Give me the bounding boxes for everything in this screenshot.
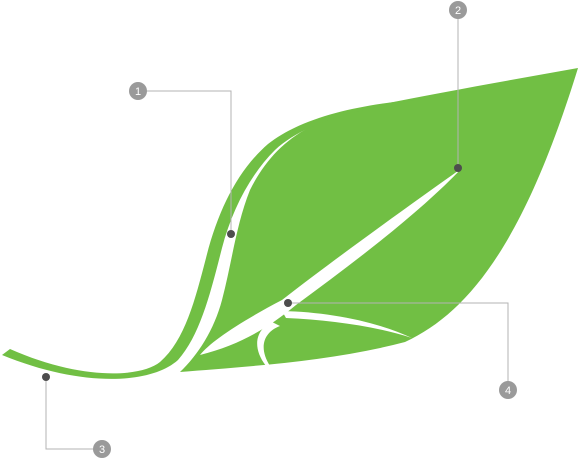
callout-label-2: 2: [455, 5, 461, 17]
leaf-stem-strip: [2, 99, 422, 379]
callout-badge-3[interactable]: 3: [93, 440, 111, 458]
callout-3: 3: [42, 373, 111, 458]
leader-line-3: [45, 377, 102, 450]
leader-line-4: [288, 302, 509, 390]
callout-1: 1: [129, 82, 235, 238]
leader-line-1: [138, 90, 232, 234]
callout-label-4: 4: [505, 385, 511, 397]
leaf-vein-hook: [257, 322, 280, 366]
leaf-midrib: [200, 168, 462, 355]
callout-badge-2[interactable]: 2: [449, 1, 467, 19]
callout-badge-1[interactable]: 1: [129, 82, 147, 100]
marker-dot-3: [42, 373, 50, 381]
marker-dot-4: [284, 299, 292, 307]
marker-dot-1: [227, 230, 235, 238]
leaf-side-vein: [282, 311, 412, 338]
marker-dot-2: [454, 164, 462, 172]
callout-label-3: 3: [99, 444, 105, 456]
callout-badge-4[interactable]: 4: [499, 381, 517, 399]
leaf-blade: [180, 68, 578, 372]
callout-2: 2: [449, 1, 467, 172]
callout-label-1: 1: [135, 86, 141, 98]
callout-4: 4: [284, 299, 517, 399]
leaf-illustration: [2, 68, 578, 379]
